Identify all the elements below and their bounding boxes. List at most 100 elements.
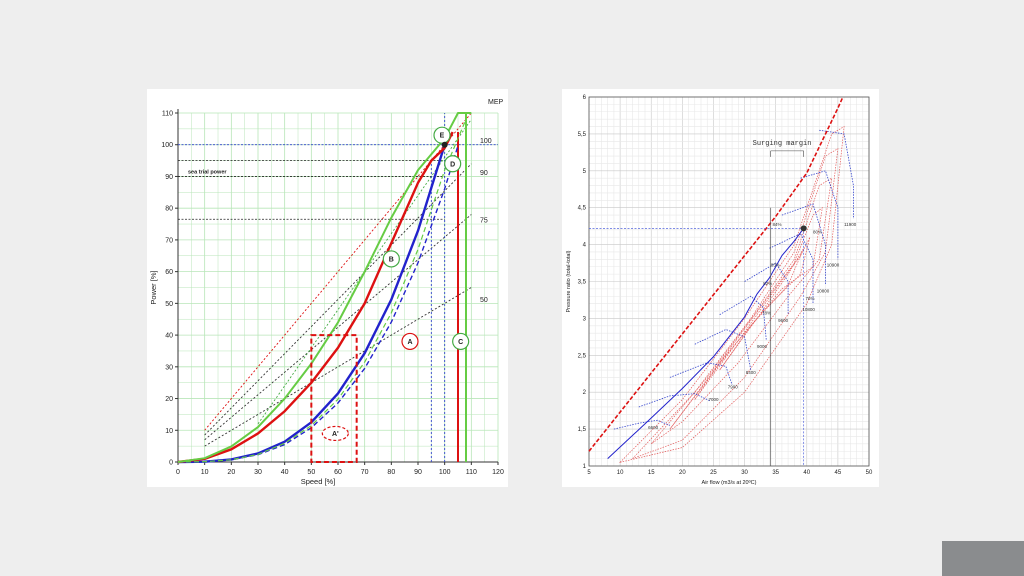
efficiency-contour	[694, 237, 811, 400]
load-curve	[177, 119, 467, 463]
mep-label: 75	[480, 217, 488, 224]
operating-point	[800, 225, 807, 232]
speed-line	[744, 262, 789, 315]
operating-line	[607, 228, 805, 459]
load-curve	[177, 131, 454, 464]
y-tick-label: 3	[583, 316, 587, 322]
y-tick-label: 6	[583, 95, 587, 101]
x-tick-label: 15	[648, 470, 655, 476]
area-marker	[452, 332, 470, 351]
efficiency-label: 84%	[773, 222, 782, 227]
nominal-point	[441, 141, 448, 148]
area-marker	[444, 155, 462, 173]
area-label: D	[450, 161, 455, 168]
surge-line	[588, 96, 844, 452]
y-tick-label: 1	[583, 464, 587, 470]
x-tick-label: 0	[176, 469, 180, 476]
x-tick-label: 30	[254, 469, 262, 476]
y-tick-label: 5	[583, 169, 587, 175]
speed-line	[638, 393, 711, 408]
speed-label: 10800	[802, 307, 815, 312]
engine-layout-chart: 0 10 20 30 40 50 60 70 80 90 100 110 120 0 10 20 30 40 50 6…	[149, 99, 504, 486]
x-tick-label: 30	[741, 470, 748, 476]
speed-line	[694, 329, 752, 371]
y-tick-label: 30	[165, 364, 173, 371]
x-tick-label: 50	[307, 469, 315, 476]
y-tick-label: 3,5	[578, 280, 587, 286]
surging-margin-label: Surging margin	[753, 140, 812, 148]
mep-title: MEP	[488, 99, 504, 106]
x-tick-label: 10	[617, 470, 624, 476]
y-tick-label: 70	[165, 237, 173, 244]
x-tick-label: 25	[710, 470, 717, 476]
speed-label: 10900	[827, 263, 840, 268]
speed-label: 7900	[728, 385, 739, 390]
area-label: A'	[332, 431, 339, 438]
efficiency-label: 83%	[771, 263, 780, 268]
x-tick-label: 40	[803, 470, 810, 476]
speed-label: 9600	[778, 318, 789, 323]
efficiency-label: 76%	[806, 296, 815, 301]
area-marker	[321, 425, 349, 442]
speed-label: 11900	[844, 222, 857, 227]
y-tick-label: 60	[165, 269, 173, 276]
efficiency-contour	[618, 125, 845, 463]
speed-line	[781, 203, 826, 286]
speed-line	[769, 232, 814, 304]
x-axis-label: Speed [%]	[301, 477, 336, 486]
efficiency-label: 80%	[813, 230, 822, 235]
area-label: C	[458, 339, 463, 346]
y-tick-label: 110	[162, 111, 173, 118]
area-a-prime-box	[310, 334, 358, 463]
mep-label: 50	[480, 297, 488, 304]
x-tick-label: 90	[414, 469, 422, 476]
mep-line	[204, 163, 472, 436]
y-tick-label: 50	[165, 301, 173, 308]
efficiency-label: 82%	[763, 281, 772, 286]
y-tick-label: 1,5	[578, 427, 587, 433]
y-tick-label: 0	[169, 460, 173, 467]
y-axis-label: Power [%]	[149, 270, 158, 304]
speed-line	[719, 295, 767, 341]
y-tick-label: 5,5	[578, 132, 587, 138]
area-marker	[433, 126, 451, 144]
speed-label: 7000	[708, 397, 719, 402]
x-tick-label: 10	[201, 469, 209, 476]
efficiency-contour	[719, 248, 804, 371]
x-tick-label: 80	[387, 469, 395, 476]
x-tick-label: 60	[334, 469, 342, 476]
speed-line	[669, 362, 733, 385]
y-tick-label: 2,5	[578, 353, 587, 359]
mep-label: 100	[480, 138, 492, 145]
x-tick-label: 50	[866, 470, 873, 476]
x-tick-label: 20	[227, 469, 235, 476]
y-tick-label: 20	[165, 396, 173, 403]
x-axis-label: Air flow (m3/s at 20ºC)	[702, 479, 757, 486]
speed-label: 10800	[817, 289, 830, 294]
y-tick-label: 90	[165, 174, 173, 181]
x-tick-label: 20	[679, 470, 686, 476]
area-marker	[401, 332, 419, 351]
y-tick-label: 4,5	[578, 206, 587, 212]
efficiency-contour	[669, 206, 823, 430]
x-tick-label: 45	[835, 470, 842, 476]
x-tick-label: 110	[466, 469, 477, 476]
engine-layout-chart-panel: 0 10 20 30 40 50 60 70 80 90 100 110 120 0 10 20 30 40 50 6…	[147, 89, 508, 487]
reference-line-label: sea trial power	[188, 169, 227, 175]
efficiency-contour	[632, 147, 839, 459]
area-label: A	[407, 339, 412, 346]
y-tick-label: 40	[165, 333, 173, 340]
x-tick-label: 70	[361, 469, 369, 476]
x-tick-label: 5	[587, 470, 591, 476]
x-tick-label: 100	[439, 469, 451, 476]
speed-label: 6600	[648, 425, 659, 430]
area-label: E	[440, 133, 445, 140]
speed-line	[819, 129, 854, 219]
area-marker	[382, 250, 400, 268]
plot-frame	[588, 96, 870, 467]
y-tick-label: 80	[165, 206, 173, 213]
speed-label: 9000	[757, 344, 768, 349]
x-tick-label: 40	[281, 469, 289, 476]
speed-label: 8400	[746, 370, 757, 375]
x-tick-label: 35	[772, 470, 779, 476]
